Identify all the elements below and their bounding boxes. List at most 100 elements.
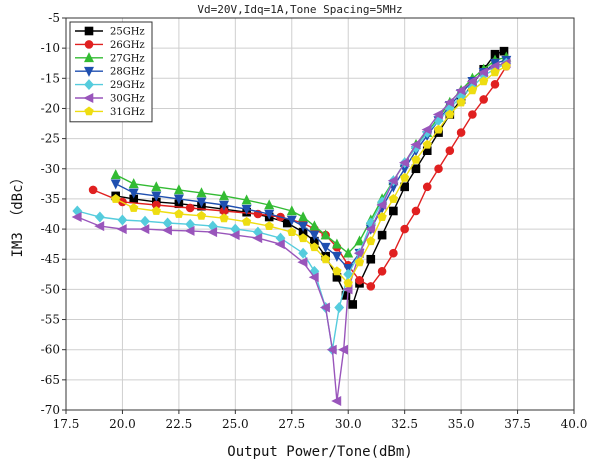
data-point (411, 164, 421, 174)
data-point (219, 213, 229, 223)
y-tick-label: -50 (41, 282, 60, 296)
data-point (348, 300, 358, 309)
data-point (298, 247, 309, 259)
data-point (331, 238, 342, 249)
data-point (479, 95, 488, 104)
data-point (241, 194, 252, 205)
data-point (387, 175, 398, 186)
data-point (338, 344, 349, 355)
data-point (479, 76, 489, 86)
y-axis-label: IM3 （dBc） (10, 170, 26, 257)
data-point (445, 146, 455, 155)
y-tick-label: -55 (41, 313, 60, 327)
data-point (88, 185, 98, 195)
legend-marker (84, 26, 94, 36)
data-point (478, 67, 489, 78)
legend-marker (84, 40, 94, 49)
legend-item: 26GHz (75, 40, 145, 51)
x-tick-label: 22.5 (166, 417, 193, 431)
data-point (421, 124, 432, 135)
y-tick-label: -65 (41, 373, 60, 387)
data-point (456, 128, 466, 137)
data-point (173, 194, 184, 205)
legend-item: 28GHz (75, 67, 145, 78)
data-point (499, 46, 509, 56)
data-point (411, 154, 421, 164)
y-tick-label: -10 (41, 41, 60, 55)
legend-marker (84, 79, 94, 91)
data-point (377, 230, 387, 240)
data-point (490, 67, 500, 77)
data-point (128, 178, 139, 189)
data-point (377, 266, 387, 276)
y-tick-labels: -5 -10 -15 -20 -25 -30 -35 -40 -45 -50 -55 -60 -65 -7… (41, 11, 60, 417)
data-point (129, 203, 139, 212)
data-point (298, 211, 309, 222)
data-point (411, 206, 421, 216)
data-point (207, 227, 218, 238)
data-point (297, 257, 308, 268)
data-point (219, 190, 229, 201)
data-point (331, 251, 342, 262)
data-point (140, 215, 150, 227)
data-point (151, 191, 162, 202)
x-tick-label: 30.0 (335, 417, 362, 431)
data-point (410, 139, 421, 150)
x-tick-labels: 17.5 20.0 22.5 25.0 27.5 30.0 32.5 35.0 37.5 40.0 (53, 417, 588, 431)
data-point (490, 80, 500, 89)
legend-label: 29GHz (110, 80, 145, 91)
data-point (286, 205, 297, 216)
data-point (321, 254, 331, 264)
data-point (445, 109, 455, 119)
data-point (116, 224, 127, 235)
x-tick-label: 35.0 (448, 417, 475, 431)
series-line (115, 59, 507, 270)
data-point (467, 85, 478, 95)
data-point (252, 233, 263, 244)
data-point (354, 235, 365, 246)
legend-marker (84, 66, 94, 77)
data-point (196, 197, 207, 208)
data-point (455, 85, 466, 96)
data-point (94, 211, 105, 223)
legend-item: 30GHz (75, 93, 145, 105)
data-point (468, 110, 477, 119)
y-tick-label: -30 (41, 162, 60, 176)
legend-label: 26GHz (110, 40, 145, 51)
data-point (389, 248, 398, 258)
legend-label: 25GHz (110, 27, 145, 38)
data-point (184, 225, 195, 236)
y-tick-label: -70 (41, 403, 60, 417)
data-point (366, 254, 376, 264)
data-point (308, 272, 319, 283)
data-point (286, 215, 297, 226)
x-axis-label: Output Power/Tone(dBm) (227, 444, 412, 460)
data-point (389, 206, 398, 216)
x-tick-label: 25.0 (222, 417, 249, 431)
data-point (185, 203, 195, 213)
data-point (354, 257, 365, 267)
data-point (432, 109, 443, 120)
data-point (229, 230, 240, 241)
data-point (196, 210, 207, 220)
data-point (334, 302, 345, 313)
legend-box (69, 21, 153, 123)
data-point (353, 248, 364, 259)
data-point (400, 182, 409, 192)
data-point (422, 182, 432, 192)
data-point (287, 227, 297, 236)
data-point (264, 209, 275, 220)
x-tick-label: 32.5 (391, 417, 418, 431)
data-point (320, 229, 331, 240)
data-point (400, 224, 409, 234)
data-point (326, 344, 337, 355)
series-31GHz (111, 61, 511, 288)
data-point (274, 239, 285, 250)
legend-item: 29GHz (75, 79, 145, 91)
data-point (366, 282, 376, 291)
data-point (400, 172, 410, 182)
legend-label: 28GHz (110, 67, 145, 78)
legend-label: 27GHz (110, 53, 145, 64)
data-point (264, 221, 274, 230)
data-point (456, 97, 466, 107)
